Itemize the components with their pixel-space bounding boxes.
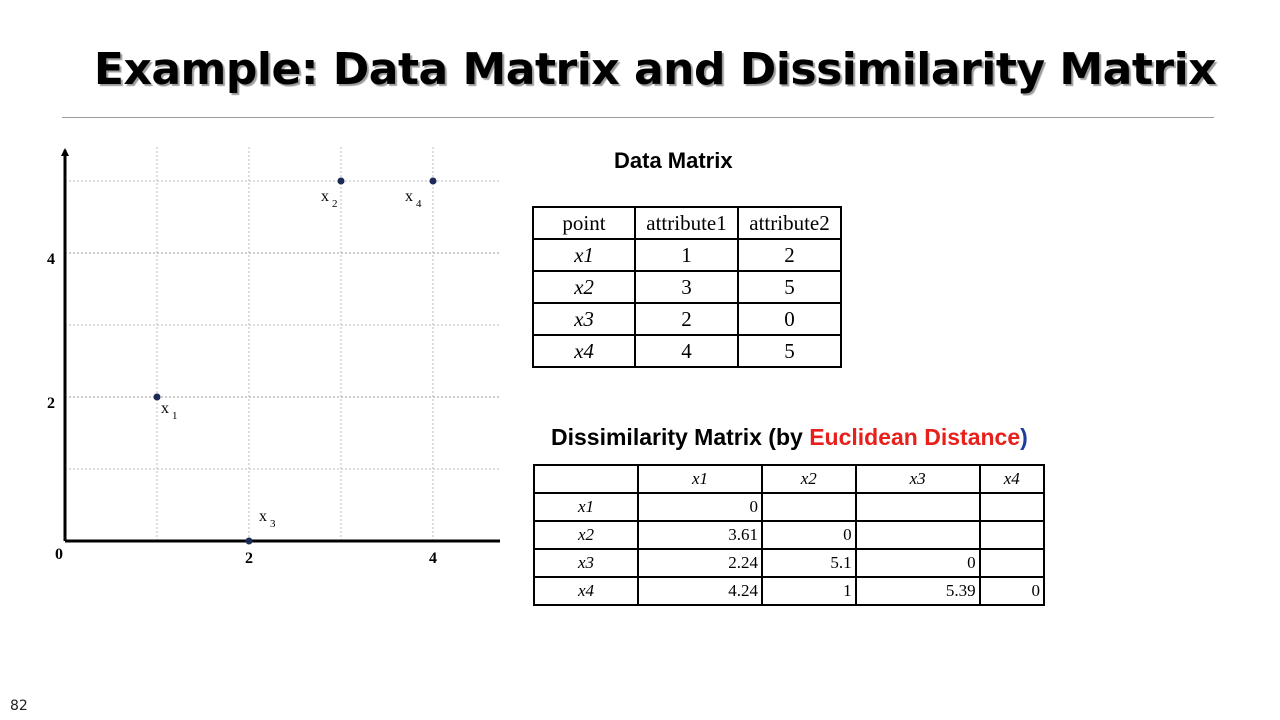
column-header: x4: [978, 464, 1046, 494]
attribute1-cell: 3: [634, 270, 739, 304]
heading-prefix: Dissimilarity Matrix (by: [551, 424, 810, 450]
data-matrix-table: point attribute1 attribute2 x1 1 2 x2 3 …: [532, 206, 842, 368]
page-number: 82: [10, 698, 28, 714]
column-header: attribute2: [737, 206, 842, 240]
distance-cell: 3.61: [637, 520, 763, 550]
x-tick-label: 2: [245, 550, 253, 567]
column-header: x2: [760, 464, 857, 494]
attribute1-cell: 4: [634, 334, 739, 368]
dissimilarity-matrix-heading: Dissimilarity Matrix (by Euclidean Dista…: [551, 424, 1028, 451]
column-header: x1: [637, 464, 763, 494]
data-point: [153, 393, 161, 401]
data-points: x 1 x 2 x 3 x 4: [153, 177, 437, 545]
distance-cell: [854, 492, 981, 522]
plot-grid: [65, 145, 499, 541]
attribute2-cell: 2: [737, 238, 842, 272]
scatter-plot: 0 2 4 2 4 x 1 x 2 x 3 x 4: [47, 145, 500, 567]
y-tick-label: 4: [47, 251, 55, 268]
table-row: x3 2 0: [532, 302, 842, 336]
table-row: x1 0: [533, 492, 1046, 522]
distance-cell: 4.24: [637, 576, 763, 606]
distance-cell: [978, 548, 1046, 578]
attribute2-cell: 5: [737, 270, 842, 304]
corner-cell: [533, 464, 639, 494]
origin-label: 0: [55, 546, 63, 563]
distance-cell: 2.24: [637, 548, 763, 578]
point-cell: x2: [533, 520, 639, 550]
point-cell: x1: [532, 238, 636, 272]
distance-cell: 0: [854, 548, 981, 578]
distance-cell: 0: [978, 576, 1046, 606]
distance-cell: 0: [760, 520, 857, 550]
attribute2-cell: 0: [737, 302, 842, 336]
table-row: x1 1 2: [532, 238, 842, 272]
data-point: [429, 177, 437, 185]
heading-suffix: ): [1020, 424, 1028, 450]
table-row: x2 3.61 0: [533, 520, 1046, 550]
distance-cell: 0: [637, 492, 763, 522]
y-tick-label: 2: [47, 395, 55, 412]
x-tick-label: 4: [429, 550, 437, 567]
heading-highlight: Euclidean Distance: [809, 424, 1021, 450]
distance-cell: [978, 492, 1046, 522]
point-cell: x1: [533, 492, 639, 522]
distance-cell: 5.39: [854, 576, 981, 606]
tick-labels: 2 4 2 4: [47, 251, 437, 567]
distance-cell: [854, 520, 981, 550]
table-header-row: point attribute1 attribute2: [532, 206, 842, 240]
point-cell: x4: [532, 334, 636, 368]
distance-cell: 1: [760, 576, 857, 606]
data-matrix-heading: Data Matrix: [614, 148, 733, 173]
column-header: x3: [854, 464, 981, 494]
attribute2-cell: 5: [737, 334, 842, 368]
point-cell: x2: [532, 270, 636, 304]
table-row: x2 3 5: [532, 270, 842, 304]
table-header-row: x1 x2 x3 x4: [533, 464, 1046, 494]
table-row: x4 4 5: [532, 334, 842, 368]
attribute1-cell: 1: [634, 238, 739, 272]
table-row: x3 2.24 5.1 0: [533, 548, 1046, 578]
column-header: point: [532, 206, 636, 240]
table-row: x4 4.24 1 5.39 0: [533, 576, 1046, 606]
point-cell: x3: [532, 302, 636, 336]
point-cell: x3: [533, 548, 639, 578]
dissimilarity-matrix-table: x1 x2 x3 x4 x1 0 x2 3.61 0 x3 2.24 5.1 0…: [533, 464, 1046, 606]
distance-cell: [978, 520, 1046, 550]
distance-cell: 5.1: [760, 548, 857, 578]
slide-title: Example: Data Matrix and Dissimilarity M…: [93, 44, 1217, 95]
column-header: attribute1: [634, 206, 739, 240]
data-point: [245, 537, 253, 545]
point-cell: x4: [533, 576, 639, 606]
distance-cell: [760, 492, 857, 522]
attribute1-cell: 2: [634, 302, 739, 336]
title-divider: [62, 117, 1214, 118]
data-point: [337, 177, 345, 185]
